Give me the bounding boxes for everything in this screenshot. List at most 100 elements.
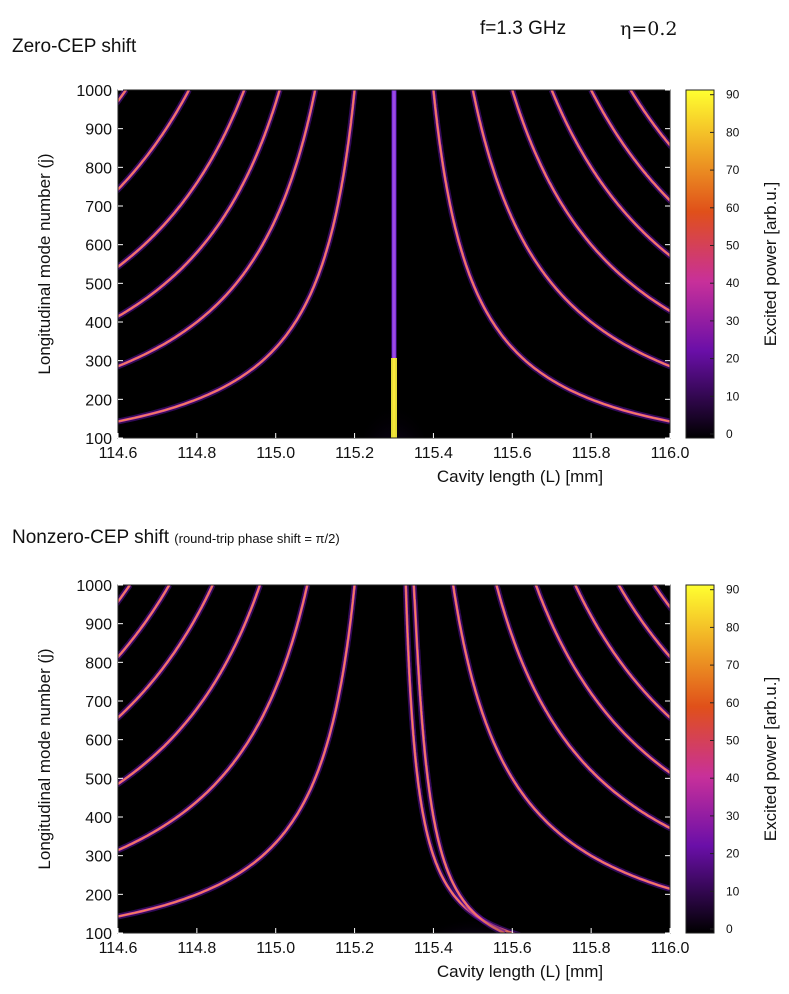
curve-core [118, 585, 308, 851]
curve-core [413, 585, 505, 933]
colorbar-tick-label: 80 [726, 620, 740, 634]
y-tick-label: 700 [85, 199, 112, 216]
y-tick-label: 900 [85, 122, 112, 139]
eta-label: η=0.2 [620, 18, 678, 40]
y-tick-label: 400 [85, 315, 112, 332]
colorbar-tick-label: 30 [726, 314, 740, 328]
center-spike [391, 358, 397, 438]
frequency-label: f=1.3 GHz [480, 18, 567, 39]
x-tick-label: 115.8 [572, 940, 611, 957]
x-tick-label: 114.8 [177, 445, 216, 462]
colorbar-label: Excited power [arb.u.] [761, 182, 780, 346]
colorbar-tick-label: 20 [726, 352, 740, 366]
colorbar [685, 89, 715, 439]
heatmap-chart-nonzero-cep: 100 200 300 400 500 600 700 800 900 1000 114.6 114.… [35, 578, 780, 981]
y-tick-label: 700 [85, 694, 112, 711]
x-tick-label: 114.6 [99, 940, 138, 957]
y-tick-label: 1000 [76, 578, 112, 595]
colorbar [685, 584, 715, 934]
colorbar-tick-label: 50 [726, 239, 740, 253]
y-tick-label: 1000 [76, 83, 112, 100]
y-tick-label: 300 [85, 354, 112, 371]
colorbar-tick-label: 60 [726, 201, 740, 215]
y-tick-label: 800 [85, 160, 112, 177]
x-tick-label: 114.6 [99, 445, 138, 462]
plot-frame [117, 89, 671, 439]
y-tick-label: 600 [85, 733, 112, 750]
figure-header: f=1.3 GHz η=0.2 [0, 18, 789, 48]
lower-glow [432, 908, 513, 933]
curve-core [432, 90, 670, 422]
y-tick-label: 400 [85, 810, 112, 827]
curve-core [618, 585, 670, 658]
x-tick-label: 115.4 [414, 445, 453, 462]
colorbar-tick-label: 90 [726, 88, 740, 102]
colorbar-tick-label: 40 [726, 276, 740, 290]
center-line [392, 90, 396, 358]
colorbar-tick-label: 50 [726, 734, 740, 748]
colorbar-tick-label: 70 [726, 163, 740, 177]
curve-core [511, 90, 670, 312]
y-tick-label: 500 [85, 276, 112, 293]
y-tick-label: 100 [85, 926, 112, 943]
y-tick-label: 200 [85, 887, 112, 904]
curve-core [118, 585, 356, 917]
curve-core [118, 90, 356, 422]
x-tick-label: 115.0 [256, 940, 295, 957]
panel-2-subtitle: (round-trip phase shift = π/2) [174, 531, 340, 546]
x-tick-label: 116.0 [651, 445, 690, 462]
x-tick-label: 115.4 [414, 940, 453, 957]
x-axis-label: Cavity length (L) [mm] [437, 467, 603, 486]
curve-core [118, 90, 316, 367]
curve-core [535, 585, 670, 774]
colorbar-tick-label: 10 [726, 389, 740, 403]
colorbar-tick-label: 10 [726, 884, 740, 898]
plot-frame [117, 584, 671, 934]
curve-core [496, 585, 670, 829]
colorbar-tick-label: 0 [726, 427, 733, 441]
colorbar-tick-label: 80 [726, 125, 740, 139]
curve-core [405, 585, 515, 933]
x-tick-label: 115.8 [572, 445, 611, 462]
curve-core [118, 90, 245, 268]
y-tick-label: 200 [85, 392, 112, 409]
curve-core [452, 585, 670, 890]
curve-core [590, 90, 670, 202]
y-tick-label: 500 [85, 771, 112, 788]
x-axis-label: Cavity length (L) [mm] [437, 962, 603, 981]
curve-core [118, 90, 190, 191]
x-tick-label: 115.6 [493, 940, 532, 957]
heatmap-curves [118, 585, 670, 933]
y-tick-label: 100 [85, 431, 112, 448]
curve-core [472, 90, 670, 367]
colorbar-tick-label: 40 [726, 771, 740, 785]
x-tick-label: 115.6 [493, 445, 532, 462]
curve-core [118, 90, 281, 318]
y-tick-label: 600 [85, 238, 112, 255]
colorbar-tick-label: 20 [726, 847, 740, 861]
colorbar-tick-label: 60 [726, 696, 740, 710]
curve-core [574, 585, 670, 719]
colorbar-tick-label: 30 [726, 809, 740, 823]
x-tick-label: 114.8 [177, 940, 216, 957]
y-axis-label: Longitudinal mode number (j) [35, 648, 54, 869]
plot-area [118, 585, 670, 933]
curve-core [551, 90, 670, 257]
heatmap-curves [118, 90, 670, 438]
x-tick-label: 116.0 [651, 940, 690, 957]
x-tick-label: 115.2 [335, 445, 374, 462]
y-axis-label: Longitudinal mode number (j) [35, 153, 54, 374]
colorbar-tick-label: 90 [726, 583, 740, 597]
y-tick-label: 800 [85, 655, 112, 672]
panel-2-title: Nonzero-CEP shift (round-trip phase shif… [12, 527, 340, 549]
y-tick-label: 900 [85, 617, 112, 634]
colorbar-label: Excited power [arb.u.] [761, 677, 780, 841]
curve-core [118, 585, 170, 658]
colorbar-tick-label: 70 [726, 658, 740, 672]
y-tick-label: 300 [85, 849, 112, 866]
curve-core [118, 585, 214, 719]
curve-core [118, 585, 261, 785]
panel-1-title-text: Zero-CEP shift [12, 36, 137, 57]
panel-1-title: Zero-CEP shift [12, 36, 136, 58]
